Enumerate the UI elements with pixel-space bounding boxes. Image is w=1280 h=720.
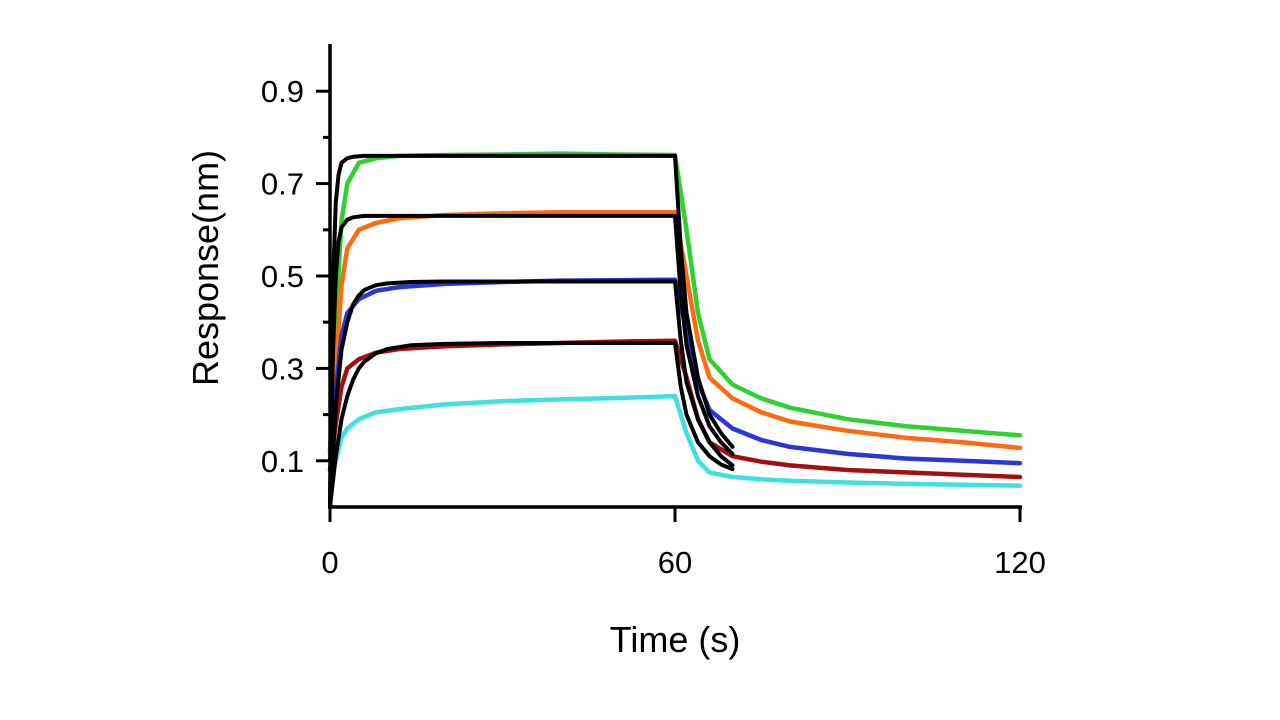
fit-curve-line <box>328 153 735 509</box>
data-curve-line <box>327 393 1023 488</box>
data-curve-line <box>327 338 1023 480</box>
y-tick-label: 0.7 <box>261 167 304 202</box>
y-tick-label: 0.1 <box>261 444 304 479</box>
data-curve-line <box>327 209 1023 454</box>
y-tick-label: 0.3 <box>261 351 304 386</box>
ticks-layer: 0.1 0.3 0.5 0.7 0.9 0 60 120 <box>261 74 1046 580</box>
x-tick-label: 120 <box>994 545 1046 580</box>
fit-curve-line <box>328 341 735 509</box>
y-tick-label: 0.5 <box>261 259 304 294</box>
x-tick-label: 0 <box>321 545 338 580</box>
series-layer <box>327 151 1023 509</box>
data-curve-line <box>327 277 1023 466</box>
fit-curve-line <box>328 279 735 509</box>
y-axis-title: Response(nm) <box>185 150 226 386</box>
x-axis-title: Time (s) <box>610 619 741 660</box>
fit-curve-line <box>328 213 735 509</box>
y-tick-label: 0.9 <box>261 74 304 109</box>
x-tick-label: 60 <box>658 545 692 580</box>
